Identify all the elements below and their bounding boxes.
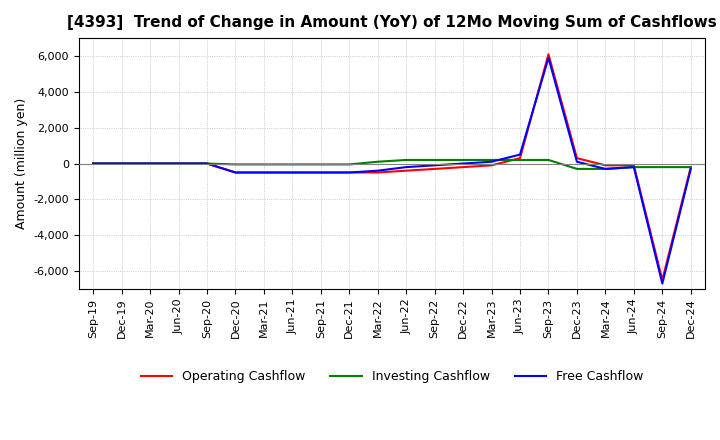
Line: Free Cashflow: Free Cashflow [93, 58, 690, 283]
Operating Cashflow [345, 170, 354, 175]
Free Cashflow [374, 168, 382, 173]
Free Cashflow [686, 166, 695, 172]
Free Cashflow [516, 152, 524, 157]
Investing Cashflow [629, 165, 638, 170]
Free Cashflow [431, 163, 439, 168]
Investing Cashflow [260, 162, 269, 167]
Free Cashflow [288, 170, 297, 175]
Free Cashflow [89, 161, 97, 166]
Free Cashflow [145, 161, 154, 166]
Free Cashflow [117, 161, 126, 166]
Free Cashflow [487, 159, 496, 165]
Operating Cashflow [658, 277, 667, 282]
Free Cashflow [601, 166, 610, 172]
Investing Cashflow [288, 162, 297, 167]
Operating Cashflow [145, 161, 154, 166]
Operating Cashflow [231, 170, 240, 175]
Free Cashflow [572, 159, 581, 165]
Investing Cashflow [516, 158, 524, 163]
Operating Cashflow [601, 163, 610, 168]
Investing Cashflow [686, 165, 695, 170]
Free Cashflow [345, 170, 354, 175]
Free Cashflow [317, 170, 325, 175]
Operating Cashflow [686, 165, 695, 170]
Investing Cashflow [402, 158, 410, 163]
Operating Cashflow [516, 155, 524, 161]
Operating Cashflow [202, 161, 211, 166]
Free Cashflow [629, 165, 638, 170]
Operating Cashflow [174, 161, 183, 166]
Operating Cashflow [572, 155, 581, 161]
Investing Cashflow [658, 165, 667, 170]
Investing Cashflow [487, 158, 496, 163]
Operating Cashflow [288, 170, 297, 175]
Investing Cashflow [544, 158, 553, 163]
Free Cashflow [202, 161, 211, 166]
Legend: Operating Cashflow, Investing Cashflow, Free Cashflow: Operating Cashflow, Investing Cashflow, … [135, 365, 648, 388]
Operating Cashflow [317, 170, 325, 175]
Investing Cashflow [117, 161, 126, 166]
Investing Cashflow [317, 162, 325, 167]
Free Cashflow [658, 281, 667, 286]
Free Cashflow [174, 161, 183, 166]
Investing Cashflow [231, 162, 240, 167]
Operating Cashflow [402, 168, 410, 173]
Y-axis label: Amount (million yen): Amount (million yen) [15, 98, 28, 229]
Investing Cashflow [572, 166, 581, 172]
Investing Cashflow [459, 158, 467, 163]
Investing Cashflow [89, 161, 97, 166]
Operating Cashflow [374, 170, 382, 175]
Investing Cashflow [145, 161, 154, 166]
Operating Cashflow [117, 161, 126, 166]
Operating Cashflow [260, 170, 269, 175]
Title: [4393]  Trend of Change in Amount (YoY) of 12Mo Moving Sum of Cashflows: [4393] Trend of Change in Amount (YoY) o… [67, 15, 717, 30]
Operating Cashflow [487, 163, 496, 168]
Investing Cashflow [345, 162, 354, 167]
Investing Cashflow [374, 159, 382, 165]
Investing Cashflow [431, 158, 439, 163]
Investing Cashflow [601, 166, 610, 172]
Operating Cashflow [89, 161, 97, 166]
Line: Investing Cashflow: Investing Cashflow [93, 160, 690, 169]
Free Cashflow [402, 165, 410, 170]
Operating Cashflow [459, 165, 467, 170]
Free Cashflow [260, 170, 269, 175]
Investing Cashflow [174, 161, 183, 166]
Free Cashflow [544, 55, 553, 60]
Investing Cashflow [202, 161, 211, 166]
Operating Cashflow [544, 51, 553, 57]
Operating Cashflow [431, 166, 439, 172]
Line: Operating Cashflow: Operating Cashflow [93, 54, 690, 280]
Free Cashflow [459, 161, 467, 166]
Operating Cashflow [629, 163, 638, 168]
Free Cashflow [231, 170, 240, 175]
